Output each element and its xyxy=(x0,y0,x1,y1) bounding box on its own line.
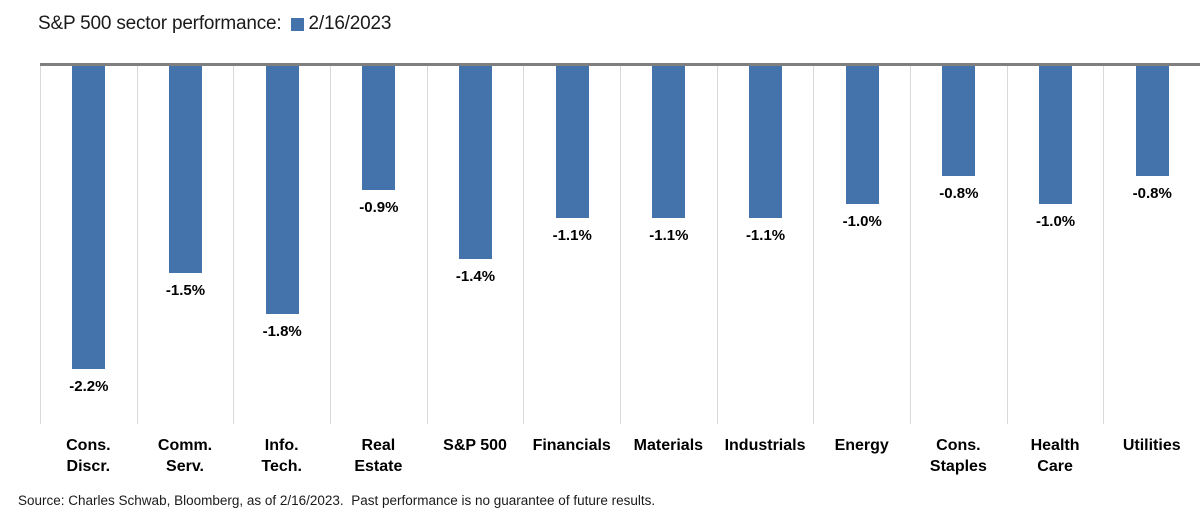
chart-title: S&P 500 sector performance: xyxy=(38,13,282,34)
bar-value-label: -1.4% xyxy=(455,267,496,285)
legend-label: 2/16/2023 xyxy=(308,13,392,34)
bar-value-label: -0.8% xyxy=(1132,185,1172,203)
bar-column: -1.1% xyxy=(620,66,717,424)
category-row: Cons. Discr. Comm. Serv. Info. Tech. Real Estat… xyxy=(40,436,1200,478)
category-label: Utilities xyxy=(1103,436,1200,478)
bar-value-label: -1.0% xyxy=(1035,212,1076,230)
bar xyxy=(459,66,493,259)
bar xyxy=(1135,66,1169,177)
category-label: Real Estate xyxy=(330,436,427,478)
category-label-line: Serv. xyxy=(166,457,204,475)
bar xyxy=(942,66,976,177)
legend-swatch-icon xyxy=(290,17,304,31)
category-label-line: Estate xyxy=(354,457,403,475)
bar-value-label: -1.0% xyxy=(842,212,882,230)
bar-column: -2.2% xyxy=(40,66,137,424)
bar-value-label: -0.8% xyxy=(939,185,979,203)
chart-header: S&P 500 sector performance: 2/16/2023 xyxy=(38,13,391,35)
category-label: S&P 500 xyxy=(427,436,524,478)
source-note: Source: Charles Schwab, Bloomberg, as of… xyxy=(18,493,656,508)
category-label-line: Info. xyxy=(264,437,299,454)
bar-value-label: -1.1% xyxy=(552,226,592,244)
bar-column: -0.8% xyxy=(1103,66,1200,424)
category-label-line: S&P 500 xyxy=(443,437,507,454)
bar-value-label: -1.1% xyxy=(745,226,786,244)
category-label-line: Utilities xyxy=(1122,437,1181,454)
bar-column: -0.9% xyxy=(330,66,427,424)
bar-value-label: -0.9% xyxy=(359,198,399,216)
bar-value-label: -1.5% xyxy=(165,281,206,299)
category-label-line: Real xyxy=(361,437,396,454)
bar xyxy=(1039,66,1073,204)
category-label-line: Discr. xyxy=(66,457,111,475)
category-label: Comm. Serv. xyxy=(137,436,234,478)
plot-area: -2.2% -1.5% -1.8% -0.9% -1.4% -1.1% -1.1% -1.1%… xyxy=(40,63,1200,424)
category-label: Energy xyxy=(813,436,910,478)
category-label-line: Financials xyxy=(532,437,611,454)
category-label-line: Staples xyxy=(929,457,987,475)
bar-column: -1.4% xyxy=(426,66,524,424)
category-label-line: Care xyxy=(1037,457,1073,475)
category-label: Cons. Discr. xyxy=(40,436,137,478)
category-label-line: Energy xyxy=(834,437,889,454)
bar-column: -1.0% xyxy=(813,66,910,424)
category-label-line: Comm. xyxy=(157,437,213,454)
bar xyxy=(845,66,879,204)
bar xyxy=(169,66,202,273)
bar-column: -1.1% xyxy=(716,66,814,424)
bar-value-label: -1.1% xyxy=(649,226,689,244)
category-label: Info. Tech. xyxy=(233,436,330,478)
category-label: Financials xyxy=(523,436,620,478)
category-label-line: Materials xyxy=(633,437,704,454)
bar-column: -1.0% xyxy=(1006,66,1104,424)
category-label-line: Cons. xyxy=(936,437,981,454)
bar xyxy=(652,66,686,218)
bar xyxy=(749,66,783,218)
category-label: Industrials xyxy=(717,436,814,478)
bar-column: -1.8% xyxy=(233,66,330,424)
bar xyxy=(555,66,589,218)
bar xyxy=(265,66,299,314)
category-label-line: Tech. xyxy=(261,457,302,475)
category-label-line: Industrials xyxy=(724,437,806,454)
chart-legend: 2/16/2023 xyxy=(290,13,392,35)
bar xyxy=(72,66,106,369)
bar-value-label: -2.2% xyxy=(69,377,109,395)
category-label: Cons. Staples xyxy=(910,436,1007,478)
bar-column: -0.8% xyxy=(910,66,1007,424)
bar-value-label: -1.8% xyxy=(262,322,302,340)
category-label-line: Health xyxy=(1030,437,1080,454)
bar-column: -1.1% xyxy=(523,66,620,424)
bar xyxy=(362,66,396,190)
category-label: Materials xyxy=(620,436,717,478)
category-label: Health Care xyxy=(1007,436,1104,478)
bar-column: -1.5% xyxy=(136,66,234,424)
category-label-line: Cons. xyxy=(66,437,111,454)
